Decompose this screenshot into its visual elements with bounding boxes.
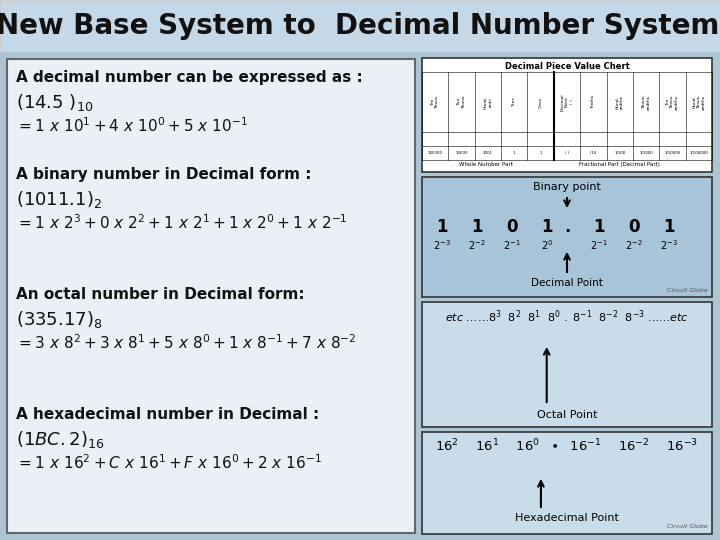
Text: $(14.5\ )_{10}$: $(14.5\ )_{10}$ xyxy=(16,92,94,113)
Text: Thous-
andths: Thous- andths xyxy=(642,94,650,110)
Text: 0: 0 xyxy=(628,218,639,236)
Text: Ten
Thous.: Ten Thous. xyxy=(431,95,439,109)
Text: Ones: Ones xyxy=(539,97,543,107)
Text: $etc\ \ldots\ldots 8^{3}\ \ 8^{2}\ \ 8^{1}\ \ 8^{0}\ .\ 8^{-1}\ \ 8^{-2}\ \ 8^{-: $etc\ \ldots\ldots 8^{3}\ \ 8^{2}\ \ 8^{… xyxy=(445,309,689,325)
Text: 1: 1 xyxy=(513,151,516,155)
Text: Fractional Part (Decimal Part): Fractional Part (Decimal Part) xyxy=(579,162,660,167)
Text: Two
Thous.: Two Thous. xyxy=(457,95,466,109)
Text: Hexadecimal Point: Hexadecimal Point xyxy=(515,513,619,523)
Text: $= 1\ x\ 10^{1} + 4\ x\ 10^{0} + 5\ x\ 10^{-1}$: $= 1\ x\ 10^{1} + 4\ x\ 10^{0} + 5\ x\ 1… xyxy=(16,116,248,134)
Text: 1: 1 xyxy=(541,218,552,236)
Text: 1: 1 xyxy=(436,218,448,236)
Text: $2^{0}$: $2^{0}$ xyxy=(541,238,553,252)
Text: Decimal
Point
( ): Decimal Point ( ) xyxy=(560,93,574,111)
Text: 1: 1 xyxy=(662,218,674,236)
Text: 10000: 10000 xyxy=(455,151,468,155)
Text: An octal number in Decimal form:: An octal number in Decimal form: xyxy=(16,287,305,302)
Text: $16^{2}\ \ \ \ 16^{1}\ \ \ \ 16^{0}\ \ \bullet\ \ 16^{-1}\ \ \ \ 16^{-2}\ \ \ \ : $16^{2}\ \ \ \ 16^{1}\ \ \ \ 16^{0}\ \ \… xyxy=(436,438,698,454)
Bar xyxy=(7,59,415,533)
Text: Decimal Piece Value Chert: Decimal Piece Value Chert xyxy=(505,62,629,71)
Bar xyxy=(422,432,712,534)
Text: A decimal number can be expressed as :: A decimal number can be expressed as : xyxy=(16,70,363,85)
Text: 1/100: 1/100 xyxy=(614,151,626,155)
Text: $2^{-3}$: $2^{-3}$ xyxy=(433,238,451,252)
Text: 1/10000: 1/10000 xyxy=(665,151,680,155)
Text: /10: /10 xyxy=(590,151,596,155)
Text: $= 1\ x\ 2^{3} + 0\ x\ 2^{2} + 1\ x\ 2^{1} + 1\ x\ 2^{0} + 1\ x\ 2^{-1}$: $= 1\ x\ 2^{3} + 0\ x\ 2^{2} + 1\ x\ 2^{… xyxy=(16,213,348,232)
Text: A hexadecimal number in Decimal :: A hexadecimal number in Decimal : xyxy=(16,407,319,422)
Text: Tenths: Tenths xyxy=(591,95,595,109)
Text: A binary number in Decimal form :: A binary number in Decimal form : xyxy=(16,167,312,182)
Text: $= 1\ x\ 16^{2} + C\ x\ 16^{1} + F\ x\ 16^{0} + 2\ x\ 16^{-1}$: $= 1\ x\ 16^{2} + C\ x\ 16^{1} + F\ x\ 1… xyxy=(16,453,322,472)
Text: $2^{-2}$: $2^{-2}$ xyxy=(468,238,486,252)
Text: New Base System to  Decimal Number System: New Base System to Decimal Number System xyxy=(0,12,720,40)
Text: $2^{-1}$: $2^{-1}$ xyxy=(503,238,521,252)
Text: 0: 0 xyxy=(506,218,518,236)
Text: Hund-
reds: Hund- reds xyxy=(484,96,492,109)
Text: ( ): ( ) xyxy=(565,151,569,155)
Text: Hund.
Thous-
andths: Hund. Thous- andths xyxy=(692,94,706,110)
Text: 1/1000: 1/1000 xyxy=(639,151,653,155)
Text: $2^{-1}$: $2^{-1}$ xyxy=(590,238,608,252)
Text: 100000: 100000 xyxy=(428,151,443,155)
Text: 1: 1 xyxy=(472,218,483,236)
Text: Decimal Point: Decimal Point xyxy=(531,278,603,288)
Text: $(1011.1)_{2}$: $(1011.1)_{2}$ xyxy=(16,189,102,210)
Text: $(1BC.2)_{16}$: $(1BC.2)_{16}$ xyxy=(16,429,104,450)
Text: .: . xyxy=(564,218,570,236)
Text: $(335.17)_{8}$: $(335.17)_{8}$ xyxy=(16,309,102,330)
Text: Tens: Tens xyxy=(512,97,516,107)
Text: 1/100000: 1/100000 xyxy=(690,151,708,155)
Text: 1001: 1001 xyxy=(483,151,493,155)
Text: 1: 1 xyxy=(593,218,605,236)
Text: Ten
Thous-
andths: Ten Thous- andths xyxy=(666,94,679,110)
Text: Circuit Globe: Circuit Globe xyxy=(667,288,708,293)
Text: $=3\ x\ 8^{2} + 3\ x\ 8^{1} + 5\ x\ 8^{0} + 1\ x\ 8^{-1} + 7\ x\ 8^{-2}$: $=3\ x\ 8^{2} + 3\ x\ 8^{1} + 5\ x\ 8^{0… xyxy=(16,333,356,352)
Text: Whole Number Part: Whole Number Part xyxy=(459,162,513,167)
Bar xyxy=(422,177,712,297)
Text: 1: 1 xyxy=(539,151,542,155)
Bar xyxy=(422,302,712,427)
Text: Circuit Globe: Circuit Globe xyxy=(667,524,708,529)
Bar xyxy=(0,0,720,52)
Text: Binary point: Binary point xyxy=(533,182,601,192)
Bar xyxy=(422,58,712,172)
Text: $2^{-3}$: $2^{-3}$ xyxy=(660,238,678,252)
Text: $2^{-2}$: $2^{-2}$ xyxy=(625,238,642,252)
Text: Octal Point: Octal Point xyxy=(536,410,598,420)
Text: Hund-
redths: Hund- redths xyxy=(616,95,624,109)
